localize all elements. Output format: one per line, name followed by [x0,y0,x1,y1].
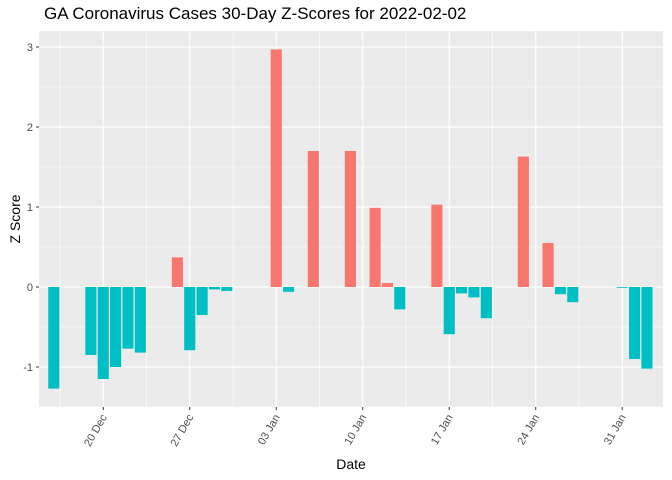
x-tick-label: 10 Jan [342,413,369,448]
bar [221,287,233,291]
y-tick-label: -1 [23,362,33,374]
bar [97,287,109,379]
bar [134,287,146,353]
bar [171,257,183,287]
bar [468,287,480,298]
bar [381,283,394,287]
x-tick-label: 31 Jan [602,413,629,448]
bar [480,287,492,319]
bar [85,287,97,355]
x-tick-label: 24 Jan [515,413,542,448]
bar [122,287,134,349]
bar [110,287,122,367]
bar [344,151,356,287]
bar [208,287,221,290]
x-axis-label: Date [336,456,366,472]
bar [270,49,282,288]
x-tick-label: 17 Jan [429,413,456,448]
bar [554,287,567,295]
bar [184,287,196,351]
bar [542,243,554,287]
bar [456,287,468,294]
bar [394,287,406,310]
x-tick-label: 03 Jan [256,413,283,448]
y-tick-label: 1 [27,202,33,214]
bar [629,287,641,359]
x-tick-label: 20 Dec [82,412,110,449]
y-axis-label: Z Score [7,194,23,243]
bar [307,151,319,287]
x-tick-label: 27 Dec [169,412,197,449]
bar [48,287,60,389]
bar [616,287,628,288]
bar [283,287,295,292]
bar [369,207,381,287]
bar [431,204,443,287]
bar [567,287,579,303]
bar [196,287,208,315]
y-tick-label: 3 [27,42,33,54]
bar [517,156,529,287]
y-tick-label: 0 [27,282,33,294]
y-tick-label: 2 [27,122,33,134]
bar [641,287,653,369]
bar [443,287,455,335]
chart-title: GA Coronavirus Cases 30-Day Z-Scores for… [44,4,467,23]
